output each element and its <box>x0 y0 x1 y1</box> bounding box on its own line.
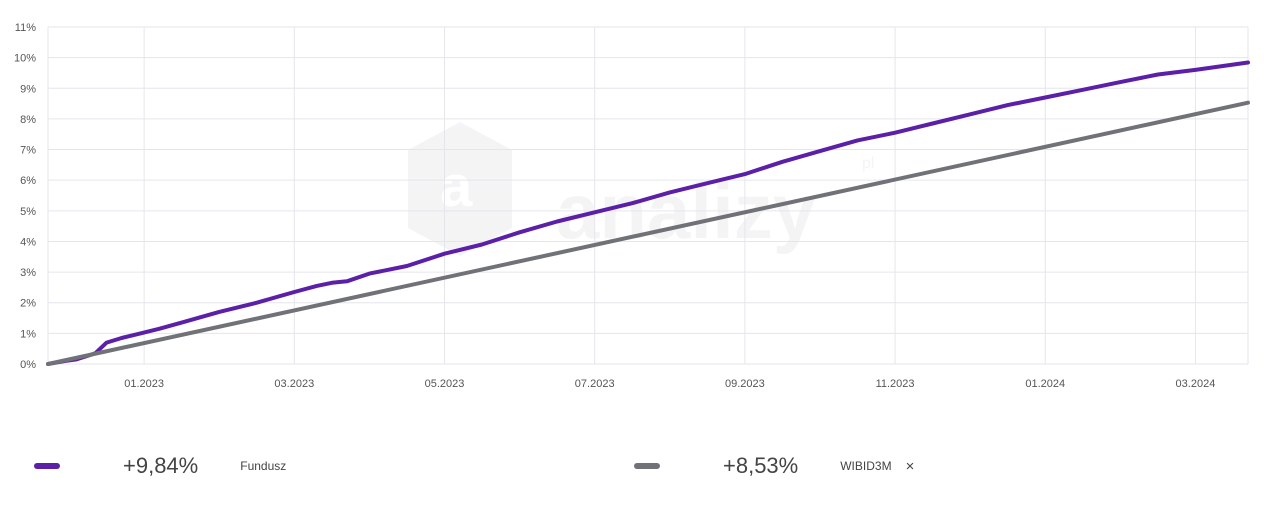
x-tick-label: 01.2023 <box>124 378 164 390</box>
series-line-fundusz <box>46 60 1250 366</box>
y-tick-label: 7% <box>20 145 36 157</box>
x-tick-label: 07.2023 <box>575 378 615 390</box>
x-tick-label: 03.2024 <box>1176 378 1216 390</box>
y-tick-label: 9% <box>20 83 36 95</box>
fundusz-swatch <box>34 463 60 469</box>
svg-text:a: a <box>440 154 473 219</box>
series-lines <box>46 60 1250 366</box>
fundusz-return-value: +9,84% <box>123 453 199 478</box>
series-line-wibid3m <box>46 100 1250 366</box>
legend-item-wibid3m: +8,53% WIBID3M × <box>634 448 914 484</box>
y-tick-label: 10% <box>14 53 36 65</box>
y-axis: 0% 1% 2% 3% 4% 5% 6% 7% 8% 9% 10% 11% <box>14 22 36 371</box>
y-tick-label: 3% <box>20 267 36 279</box>
y-tick-label: 11% <box>15 22 36 34</box>
remove-benchmark-icon[interactable]: × <box>905 457 915 475</box>
y-tick-label: 6% <box>20 175 36 187</box>
y-tick-label: 5% <box>20 206 36 218</box>
y-tick-label: 2% <box>20 298 36 310</box>
x-tick-label: 11.2023 <box>876 378 915 390</box>
svg-text:pl: pl <box>862 155 874 172</box>
chart-grid <box>47 26 1249 365</box>
y-tick-label: 4% <box>20 236 36 248</box>
x-tick-label: 09.2023 <box>725 378 765 390</box>
y-tick-label: 8% <box>20 114 36 126</box>
y-tick-label: 1% <box>20 328 36 340</box>
x-tick-label: 03.2023 <box>274 378 314 390</box>
legend-item-fundusz: +9,84% Fundusz <box>34 448 286 484</box>
x-tick-label: 05.2023 <box>425 378 465 390</box>
wibid3m-label: WIBID3M <box>840 459 892 473</box>
wibid3m-swatch <box>634 463 660 469</box>
wibid3m-return-value: +8,53% <box>723 453 799 478</box>
x-tick-label: 01.2024 <box>1025 378 1065 390</box>
x-axis: 01.2023 03.2023 05.2023 07.2023 09.2023 11.20… <box>124 378 1215 390</box>
performance-chart: a analizy pl 0%1%2%3%4%5%6%7%8%9%10%11% … <box>14 22 1250 390</box>
fundusz-label: Fundusz <box>240 459 287 473</box>
y-tick-label: 0% <box>20 359 36 371</box>
